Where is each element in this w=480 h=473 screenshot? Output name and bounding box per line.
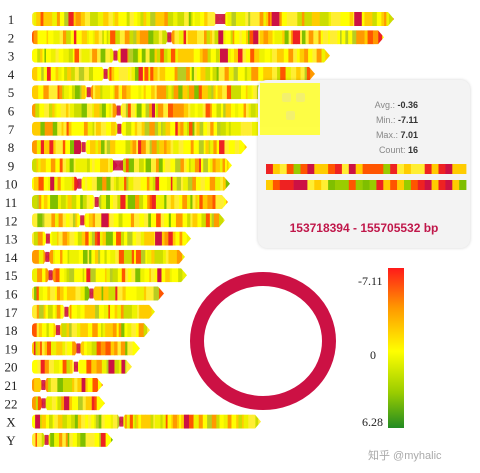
chromosome-label: 1 xyxy=(8,12,15,27)
chromosome-21[interactable]: 21 xyxy=(5,377,108,393)
region-tooltip: Avg.: -0.36 Min.: -7.11 Max.: 7.01 Count… xyxy=(258,80,470,248)
scale-top-label: -7.11 xyxy=(358,274,383,288)
chromosome-label: 12 xyxy=(5,213,18,228)
scale-mid-label: 0 xyxy=(370,348,376,362)
chromosome-label: 15 xyxy=(5,268,18,283)
stats-panel: Avg.: -0.36 Min.: -7.11 Max.: 7.01 Count… xyxy=(375,98,418,158)
chromosome-label: 18 xyxy=(5,323,18,338)
color-scale-bar xyxy=(388,268,404,428)
chromosome-label: 8 xyxy=(8,140,15,155)
chromosome-label: 16 xyxy=(5,287,19,302)
chromosome-label: 2 xyxy=(8,30,15,45)
max-value: 7.01 xyxy=(400,130,418,140)
chromosome-label: 9 xyxy=(8,158,15,173)
chromosome-label: 5 xyxy=(8,85,15,100)
chromosome-20[interactable]: 20 xyxy=(5,358,134,375)
chromosome-14[interactable]: 14 xyxy=(5,248,188,265)
chromosome-16[interactable]: 16 xyxy=(5,285,165,302)
chromosome-4[interactable]: 4 xyxy=(8,65,319,82)
chromosome-x[interactable]: X xyxy=(6,413,264,430)
chromosome-label: 10 xyxy=(5,177,18,192)
chromosome-3[interactable]: 3 xyxy=(8,47,333,64)
chromosome-label: 21 xyxy=(5,378,18,393)
chromosome-label: 13 xyxy=(5,232,18,247)
chromosome-label: 14 xyxy=(5,250,19,265)
circular-ideogram-ring[interactable] xyxy=(188,268,338,418)
chromosome-9[interactable]: 9 xyxy=(8,157,233,174)
chromosome-label: 4 xyxy=(8,67,15,82)
avg-row: Avg.: -0.36 xyxy=(374,100,418,110)
chromosome-label: 22 xyxy=(5,396,18,411)
chromosome-label: 11 xyxy=(5,195,18,210)
chromosome-18[interactable]: 18 xyxy=(5,322,151,339)
chromosome-5[interactable]: 5 xyxy=(8,84,303,101)
chromosome-label: 7 xyxy=(8,122,15,137)
chromosome-label: Y xyxy=(6,433,16,448)
watermark: 知乎 @myhalic xyxy=(368,450,442,462)
chromosome-10[interactable]: 10 xyxy=(5,175,232,192)
chromosome-6[interactable]: 6 xyxy=(8,102,290,119)
chromosome-y[interactable]: Y xyxy=(6,431,114,448)
chromosome-13[interactable]: 13 xyxy=(5,230,197,247)
min-row: Min.: -7.11 xyxy=(375,115,418,125)
chromosome-2[interactable]: 2 xyxy=(8,29,385,46)
chromosome-15[interactable]: 15 xyxy=(5,267,188,284)
count-value: 16 xyxy=(407,145,418,155)
chromosome-label: 17 xyxy=(5,305,19,320)
chromosome-7[interactable]: 7 xyxy=(8,120,271,137)
chromosome-17[interactable]: 17 xyxy=(5,303,157,320)
chromosome-11[interactable]: 11 xyxy=(5,194,232,210)
chromosome-8[interactable]: 8 xyxy=(8,139,249,156)
chromosome-label: 19 xyxy=(5,341,18,356)
chromosome-1[interactable]: 1 xyxy=(8,11,396,27)
region-range: 153718394 - 155705532 bp xyxy=(289,221,439,235)
chromosome-19[interactable]: 19 xyxy=(5,340,141,357)
chromosome-label: 6 xyxy=(8,104,15,119)
min-value: -7.11 xyxy=(397,115,418,125)
scale-bottom-label: 6.28 xyxy=(362,415,383,429)
region-strips xyxy=(266,164,467,190)
chromosome-label: 20 xyxy=(5,360,18,375)
chromosome-12[interactable]: 12 xyxy=(5,212,229,229)
chromosome-22[interactable]: 22 xyxy=(5,395,108,412)
chromosome-label: 3 xyxy=(8,49,15,64)
max-row: Max.: 7.01 xyxy=(375,130,418,140)
chromosome-label: X xyxy=(6,415,16,430)
highlight-region xyxy=(260,83,320,135)
avg-value: -0.36 xyxy=(397,100,418,110)
count-row: Count: 16 xyxy=(378,145,418,155)
